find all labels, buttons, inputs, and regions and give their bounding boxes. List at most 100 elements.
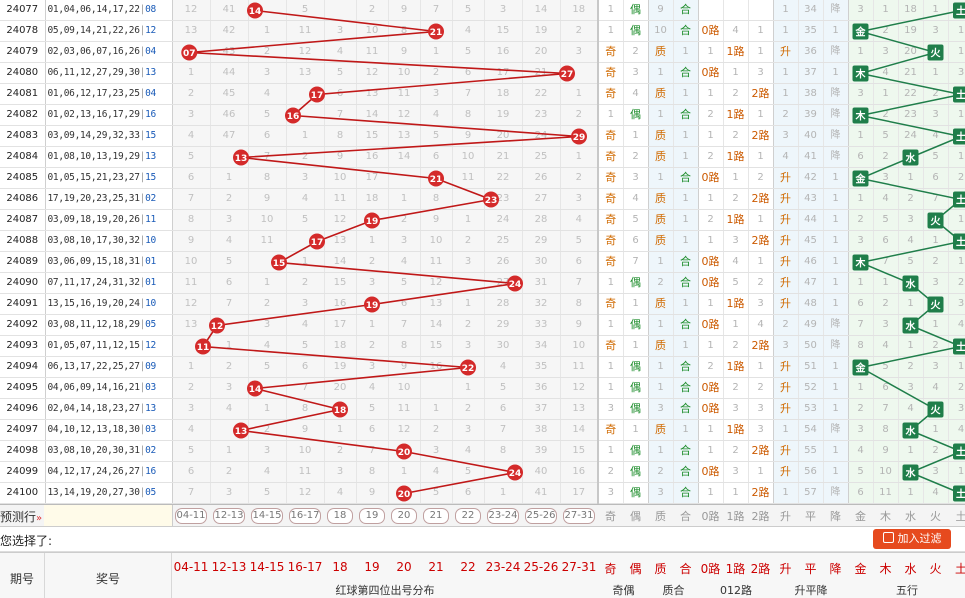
attr-cell-parity2: 3 bbox=[623, 62, 649, 84]
attr-cell-r1: 1 bbox=[723, 167, 749, 189]
filter-range-button[interactable]: 16-17 bbox=[289, 508, 321, 524]
attr-cell-parity: 奇 bbox=[598, 62, 624, 84]
wuxing-cell: 1 bbox=[948, 251, 965, 273]
wuxing-cell: 1 bbox=[873, 272, 899, 294]
filter-input-area[interactable] bbox=[44, 505, 173, 526]
distribution-cell: 12 bbox=[420, 272, 453, 294]
distribution-cell: 3 bbox=[210, 377, 249, 399]
distribution-cell: 2 bbox=[452, 230, 485, 252]
filter-attr-option[interactable]: 土 bbox=[955, 510, 965, 523]
attr-cell-r0: 0路 bbox=[698, 377, 724, 399]
attr-cell-comp: 1 bbox=[673, 419, 699, 441]
table-row: 24098 03,08,10,20,30,31|02 5 1 3 10 2 7 3 4 8 39 15 1… bbox=[0, 440, 965, 462]
distribution-cell: 6 bbox=[484, 398, 523, 420]
distribution-cell: 21 bbox=[484, 146, 523, 168]
distribution-cell: 7 bbox=[484, 419, 523, 441]
distribution-cell: 13 bbox=[324, 230, 357, 252]
issue-cell: 24078 bbox=[0, 20, 46, 42]
filter-range-button[interactable]: 04-11 bbox=[175, 508, 207, 524]
attr-cell-up: 升 bbox=[773, 188, 799, 210]
distribution-cell: 5 bbox=[484, 377, 523, 399]
wuxing-cell: 1 bbox=[923, 0, 949, 21]
wuxing-cell: 1 bbox=[923, 314, 949, 336]
distribution-cell: 2 bbox=[210, 188, 249, 210]
distribution-cell: 4 bbox=[452, 20, 485, 42]
number-separator: | bbox=[139, 25, 146, 36]
filter-attr-option[interactable]: 0路 bbox=[701, 510, 720, 523]
filter-range-button[interactable]: 20 bbox=[391, 508, 417, 524]
attr-cell-flat: 36 bbox=[798, 41, 824, 63]
table-row: 24088 03,08,10,17,30,32|10 9 4 11 13 1 3 10 2 25 29… bbox=[0, 230, 965, 252]
filter-attr-option[interactable]: 合 bbox=[680, 510, 691, 523]
distribution-cell: 22 bbox=[522, 83, 561, 105]
filter-attr-option[interactable]: 火 bbox=[930, 510, 941, 523]
prize-numbers-cell: 03,08,10,20,30,31|02 bbox=[45, 440, 173, 462]
attr-cell-r2: 2路 bbox=[748, 188, 774, 210]
filter-attr-option[interactable]: 水 bbox=[905, 510, 916, 523]
distribution-cell: 10 bbox=[248, 209, 287, 231]
issue-cell: 24083 bbox=[0, 125, 46, 147]
distribution-cell: 13 bbox=[172, 314, 211, 336]
attr-cell-prime: 1 bbox=[648, 440, 674, 462]
filter-attr-option[interactable]: 质 bbox=[655, 510, 666, 523]
filter-range-button[interactable]: 14-15 bbox=[251, 508, 283, 524]
distribution-cell bbox=[388, 482, 421, 504]
filter-range-button[interactable]: 18 bbox=[327, 508, 353, 524]
attr-cell-r1: 2 bbox=[723, 125, 749, 147]
filter-attr-option[interactable]: 奇 bbox=[605, 510, 616, 523]
header-sub-label: 20 bbox=[396, 560, 412, 574]
distribution-cell: 13 bbox=[172, 20, 211, 42]
filter-range-button[interactable]: 25-26 bbox=[525, 508, 557, 524]
filter-attr-option[interactable]: 降 bbox=[830, 510, 841, 523]
filter-attr-option[interactable]: 平 bbox=[805, 510, 816, 523]
distribution-cell: 1 bbox=[484, 482, 523, 504]
attr-cell-prime: 质 bbox=[648, 230, 674, 252]
distribution-cell: 3 bbox=[286, 167, 325, 189]
attr-cell-parity2: 偶 bbox=[623, 272, 649, 294]
issue-cell: 24091 bbox=[0, 293, 46, 315]
wuxing-cell: 4 bbox=[923, 377, 949, 399]
attr-cell-down: 1 bbox=[823, 293, 849, 315]
attr-cell-flat: 44 bbox=[798, 209, 824, 231]
distribution-cell: 25 bbox=[484, 230, 523, 252]
distribution-cell: 4 bbox=[248, 335, 287, 357]
attr-cell-r1: 1路 bbox=[723, 209, 749, 231]
wuxing-cell: 火 bbox=[923, 293, 949, 315]
distribution-cell: 13 bbox=[420, 293, 453, 315]
attr-cell-flat: 52 bbox=[798, 377, 824, 399]
filter-attr-option[interactable]: 木 bbox=[880, 510, 891, 523]
add-filter-button[interactable]: 加入过滤 bbox=[873, 529, 951, 549]
add-icon bbox=[882, 532, 894, 543]
attr-cell-parity2: 1 bbox=[623, 125, 649, 147]
filter-range-button[interactable]: 22 bbox=[455, 508, 481, 524]
filter-range-button[interactable]: 27-31 bbox=[563, 508, 595, 524]
attr-cell-parity2: 偶 bbox=[623, 104, 649, 126]
distribution-cell: 5 bbox=[248, 356, 287, 378]
filter-attr-option[interactable]: 升 bbox=[780, 510, 791, 523]
expand-arrow-icon[interactable]: » bbox=[36, 513, 43, 524]
red-numbers: 01,06,12,17,23,25 bbox=[47, 88, 140, 99]
distribution-cell: 6 bbox=[172, 461, 211, 483]
filter-range-button[interactable]: 23-24 bbox=[487, 508, 519, 524]
wuxing-cell: 3 bbox=[848, 419, 874, 441]
distribution-cell: 1 bbox=[248, 20, 287, 42]
filter-attr-option[interactable]: 1路 bbox=[726, 510, 745, 523]
filter-range-button[interactable]: 12-13 bbox=[213, 508, 245, 524]
blue-number: 04 bbox=[145, 88, 156, 99]
prize-numbers-cell: 06,11,12,27,29,30|13 bbox=[45, 62, 173, 84]
distribution-cell: 30 bbox=[484, 335, 523, 357]
filter-attr-option[interactable]: 金 bbox=[855, 510, 866, 523]
attr-cell-parity2: 2 bbox=[623, 146, 649, 168]
distribution-cell: 20 bbox=[324, 377, 357, 399]
filter-range-button[interactable]: 19 bbox=[359, 508, 385, 524]
distribution-cell: 2 bbox=[356, 335, 389, 357]
distribution-cell: 8 bbox=[484, 440, 523, 462]
distribution-cell: 14 bbox=[560, 419, 599, 441]
filter-attr-option[interactable]: 偶 bbox=[630, 510, 641, 523]
attr-cell-parity: 奇 bbox=[598, 188, 624, 210]
filter-attr-option[interactable]: 2路 bbox=[751, 510, 770, 523]
distribution-cell: 4 bbox=[560, 209, 599, 231]
wuxing-cell: 3 bbox=[898, 377, 924, 399]
filter-range-button[interactable]: 21 bbox=[423, 508, 449, 524]
attr-cell-comp: 1 bbox=[673, 230, 699, 252]
